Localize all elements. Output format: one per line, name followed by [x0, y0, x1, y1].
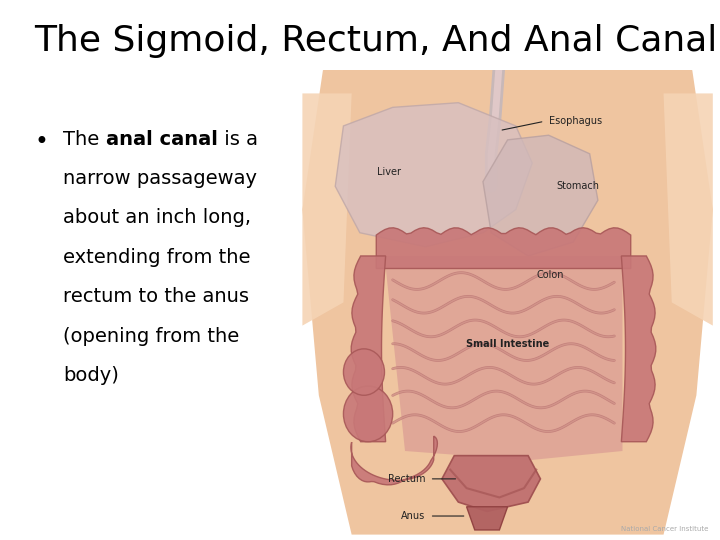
Text: body): body)	[63, 366, 120, 385]
Polygon shape	[302, 61, 713, 535]
Polygon shape	[351, 256, 386, 442]
Text: Esophagus: Esophagus	[549, 116, 602, 126]
Text: narrow passageway: narrow passageway	[63, 169, 257, 188]
Polygon shape	[621, 256, 656, 442]
Text: Colon: Colon	[536, 269, 564, 280]
Polygon shape	[664, 93, 713, 326]
Text: Rectum: Rectum	[388, 474, 426, 484]
Text: •: •	[35, 130, 48, 153]
Text: Stomach: Stomach	[557, 181, 600, 191]
Circle shape	[343, 386, 392, 442]
Text: about an inch long,: about an inch long,	[63, 208, 251, 227]
Circle shape	[343, 349, 384, 395]
Polygon shape	[483, 135, 598, 256]
Text: The: The	[63, 130, 106, 148]
Polygon shape	[336, 103, 532, 247]
Text: (opening from the: (opening from the	[63, 327, 240, 346]
Text: is a: is a	[217, 130, 258, 148]
Polygon shape	[384, 256, 623, 460]
Text: The Sigmoid, Rectum, And Anal Canal: The Sigmoid, Rectum, And Anal Canal	[35, 24, 718, 58]
Text: National Cancer Institute: National Cancer Institute	[621, 526, 708, 532]
Polygon shape	[302, 93, 351, 326]
Polygon shape	[467, 507, 508, 530]
Text: rectum to the anus: rectum to the anus	[63, 287, 249, 306]
Polygon shape	[377, 228, 631, 268]
Text: anal canal: anal canal	[106, 130, 217, 148]
Text: Anus: Anus	[401, 511, 426, 521]
Text: Small Intestine: Small Intestine	[466, 339, 549, 349]
Polygon shape	[442, 456, 541, 511]
Text: Liver: Liver	[377, 167, 400, 177]
Text: extending from the: extending from the	[63, 248, 251, 267]
Polygon shape	[351, 436, 437, 485]
